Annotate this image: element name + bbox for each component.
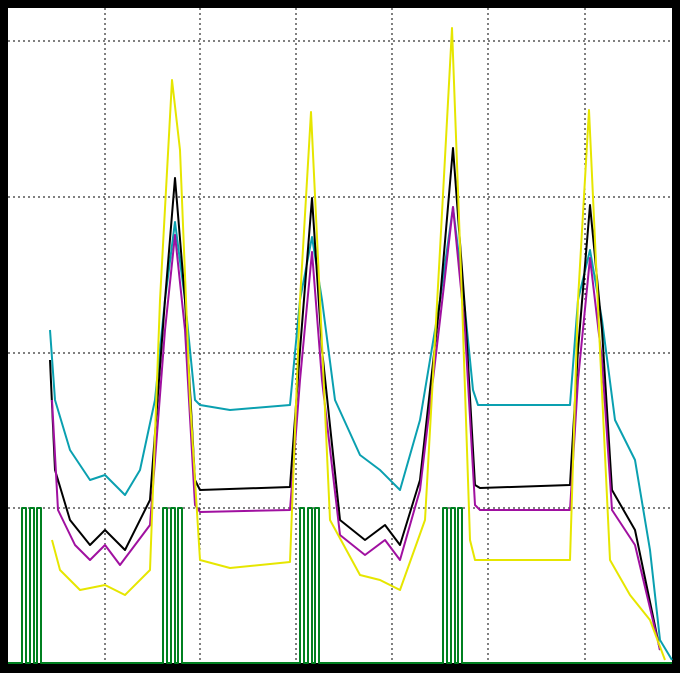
- trace: [8, 507, 672, 664]
- trace: [49, 206, 673, 661]
- trace: [51, 206, 661, 651]
- plot-area: [8, 8, 672, 663]
- trace: [51, 27, 666, 661]
